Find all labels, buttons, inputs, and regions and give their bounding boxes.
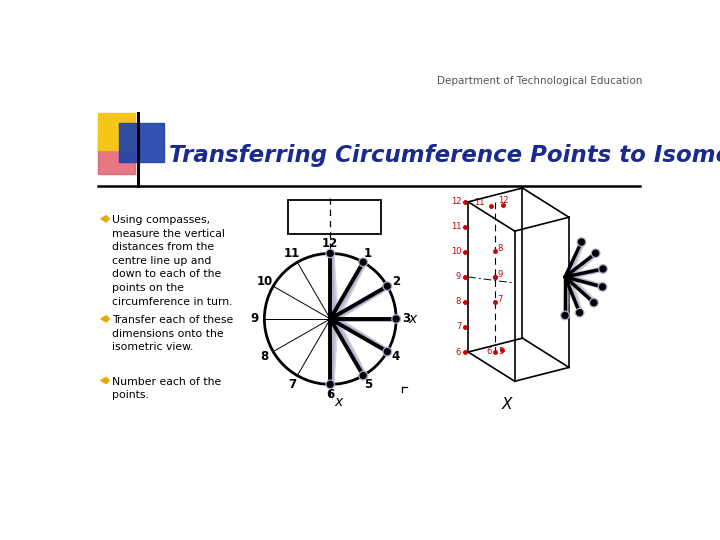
Text: 9: 9 [250, 313, 258, 326]
Text: Using compasses,
measure the vertical
distances from the
centre line up and
down: Using compasses, measure the vertical di… [112, 215, 232, 307]
Text: 12: 12 [451, 197, 462, 206]
Bar [98, 112, 135, 150]
Circle shape [359, 258, 367, 266]
Polygon shape [101, 316, 109, 322]
Circle shape [591, 300, 597, 306]
Text: 8: 8 [456, 298, 462, 307]
Text: x: x [408, 312, 417, 326]
Polygon shape [101, 215, 109, 222]
Circle shape [600, 266, 606, 272]
Text: Number each of the
points.: Number each of the points. [112, 377, 221, 400]
Circle shape [599, 265, 607, 273]
Circle shape [359, 372, 367, 380]
Circle shape [575, 308, 584, 317]
Text: 10: 10 [256, 275, 273, 288]
Text: Department of Technological Education: Department of Technological Education [437, 76, 642, 85]
Text: 7: 7 [456, 322, 462, 332]
Circle shape [326, 249, 335, 258]
Text: X: X [502, 397, 512, 411]
Text: Transferring Circumference Points to Isometric (2): Transferring Circumference Points to Iso… [169, 144, 720, 167]
Circle shape [383, 347, 392, 356]
Polygon shape [101, 377, 109, 383]
Circle shape [326, 380, 335, 389]
Text: 3: 3 [402, 313, 410, 326]
Text: 12: 12 [322, 237, 338, 250]
Text: 8: 8 [498, 245, 503, 253]
Text: 9: 9 [456, 273, 462, 281]
Text: 7: 7 [498, 295, 503, 305]
Text: 11: 11 [474, 198, 485, 207]
Text: Transfer each of these
dimensions onto the
isometric view.: Transfer each of these dimensions onto t… [112, 315, 233, 352]
Circle shape [562, 313, 568, 319]
Circle shape [561, 311, 570, 320]
Text: 4: 4 [392, 350, 400, 363]
Text: 7: 7 [288, 378, 297, 391]
Circle shape [392, 315, 400, 323]
Text: 6: 6 [487, 347, 492, 356]
Text: 8: 8 [261, 350, 269, 363]
Text: 11: 11 [451, 222, 462, 231]
Circle shape [598, 282, 607, 291]
Circle shape [593, 251, 598, 256]
Circle shape [328, 381, 333, 387]
Bar [120, 123, 164, 162]
Circle shape [600, 284, 606, 290]
Circle shape [328, 251, 333, 256]
Circle shape [383, 282, 392, 291]
Text: 5: 5 [364, 378, 372, 391]
Text: x: x [334, 395, 343, 409]
Text: 12: 12 [498, 197, 508, 205]
Circle shape [360, 373, 366, 379]
Text: 11: 11 [284, 247, 300, 260]
Text: 10: 10 [451, 247, 462, 256]
Bar [287, 200, 381, 234]
Circle shape [384, 284, 390, 289]
Circle shape [384, 349, 390, 355]
Circle shape [360, 259, 366, 265]
Text: 1: 1 [364, 247, 372, 260]
Text: 2: 2 [392, 275, 400, 288]
Text: 5: 5 [498, 347, 504, 356]
Text: 6: 6 [326, 388, 334, 401]
Circle shape [393, 316, 399, 322]
Circle shape [577, 310, 582, 315]
Text: 9: 9 [498, 270, 503, 279]
Text: 6: 6 [456, 348, 462, 356]
Circle shape [590, 299, 598, 307]
Circle shape [591, 249, 600, 258]
Bar [98, 137, 135, 174]
Circle shape [577, 238, 585, 246]
Circle shape [578, 239, 585, 245]
